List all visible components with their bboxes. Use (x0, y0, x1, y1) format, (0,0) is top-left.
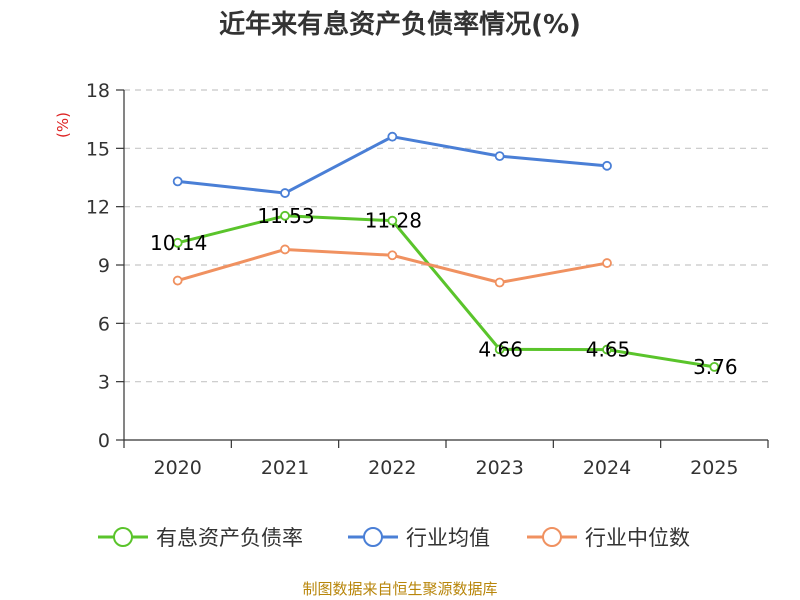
x-tick-label: 2022 (368, 457, 416, 479)
chart-title: 近年来有息资产负债率情况(%) (219, 10, 581, 40)
data-point (280, 188, 290, 198)
series-lines (172, 131, 720, 372)
data-point (280, 210, 290, 221)
legend-label: 行业均值 (406, 526, 490, 550)
data-point (387, 215, 398, 226)
data-point (494, 151, 505, 162)
x-tick-label: 2021 (261, 457, 309, 479)
data-point (602, 258, 612, 268)
data-label: 3.76 (693, 355, 738, 379)
data-point (602, 160, 612, 171)
grid-lines (124, 89, 768, 383)
legend-marker (542, 527, 562, 547)
legend-label: 有息资产负债率 (156, 526, 303, 550)
y-axis-label: (%) (54, 112, 72, 138)
series-line (177, 214, 715, 369)
y-tick-label: 3 (98, 372, 110, 394)
y-tick-label: 12 (86, 197, 110, 219)
data-point (172, 176, 183, 187)
legend: 有息资产负债率 行业均值 行业中位数 (98, 526, 690, 550)
legend-marker (363, 527, 383, 547)
data-point (280, 244, 290, 255)
y-tick-label: 6 (98, 313, 110, 335)
y-tick-label: 9 (98, 255, 110, 277)
data-point (172, 275, 183, 286)
legend-label: 行业中位数 (585, 526, 690, 550)
series-line (177, 135, 608, 195)
data-point (709, 361, 720, 372)
source-note: 制图数据来自恒生聚源数据库 (302, 580, 498, 598)
data-point (387, 131, 398, 142)
y-tick-label: 0 (98, 430, 110, 452)
y-tick-label: 18 (86, 80, 110, 102)
axes: 0 3 6 9 12 15 18 (%) 2020 2021 2022 2023 2024 2025 (54, 80, 769, 479)
legend-marker (113, 527, 133, 547)
data-label: 4.66 (478, 337, 523, 361)
x-tick-label: 2024 (583, 457, 631, 479)
data-point (387, 250, 398, 261)
x-tick-label: 2023 (475, 457, 523, 479)
data-point (172, 237, 183, 248)
data-point (602, 344, 612, 355)
data-label: 11.28 (365, 209, 422, 233)
x-tick-label: 2020 (153, 457, 201, 479)
data-label: 11.53 (257, 204, 314, 228)
data-label: 10.14 (150, 231, 207, 255)
data-point (494, 344, 505, 355)
x-tick-label: 2025 (690, 457, 738, 479)
y-tick-label: 15 (86, 138, 110, 160)
data-label: 4.65 (586, 338, 631, 362)
data-labels: 10.14 11.53 11.28 4.66 4.65 3.76 (150, 204, 738, 379)
data-point (494, 277, 505, 288)
